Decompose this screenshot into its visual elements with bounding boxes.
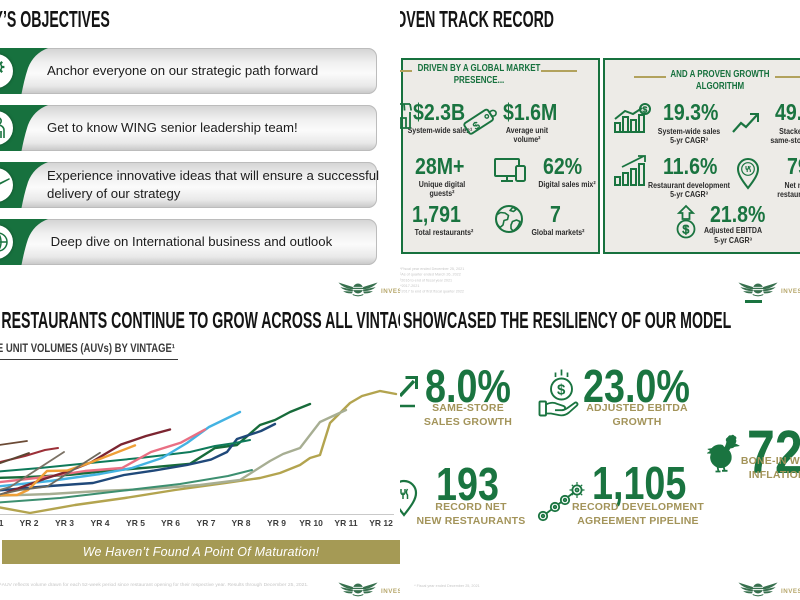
svg-text:$: $ <box>643 105 648 115</box>
svg-text:$: $ <box>471 119 483 133</box>
svg-text:$: $ <box>683 223 690 237</box>
svg-text:$: $ <box>557 382 566 399</box>
